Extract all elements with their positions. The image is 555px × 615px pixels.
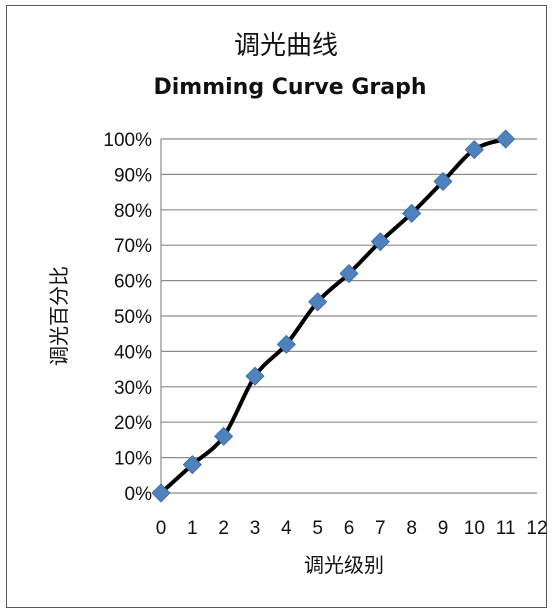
x-tick-label: 5 (312, 518, 323, 539)
data-markers (151, 129, 516, 503)
y-tick-label: 50% (114, 307, 152, 328)
y-axis-ticks: 0% 10% 20% 30% 40% 50% 60% 70% 80% 90% 100% (103, 130, 152, 505)
y-tick-label: 40% (114, 342, 152, 363)
y-tick-label: 10% (114, 449, 152, 470)
x-axis-label: 调光级别 (304, 553, 384, 577)
x-tick-label: 12 (526, 518, 547, 539)
y-tick-label: 70% (114, 236, 152, 257)
x-tick-label: 6 (344, 518, 355, 539)
data-point (308, 292, 328, 312)
x-tick-label: 10 (464, 518, 485, 539)
data-point (245, 366, 265, 386)
gridlines (161, 138, 537, 494)
chart-subtitle: Dimming Curve Graph (153, 75, 426, 100)
x-tick-label: 11 (496, 518, 516, 539)
y-tick-label: 90% (114, 165, 152, 186)
data-point (433, 171, 453, 192)
y-tick-label: 0% (125, 484, 153, 505)
x-tick-label: 9 (438, 518, 449, 539)
x-tick-label: 4 (281, 518, 292, 539)
data-point (402, 203, 422, 223)
data-point (464, 140, 484, 160)
data-point (276, 334, 296, 354)
chart-title: 调光曲线 (234, 31, 338, 61)
y-tick-label: 20% (114, 413, 152, 434)
y-axis-label: 调光百分比 (47, 266, 71, 366)
x-tick-label: 8 (406, 518, 417, 539)
data-point (151, 483, 171, 503)
data-point (370, 232, 390, 252)
x-tick-label: 0 (156, 518, 167, 539)
y-tick-label: 100% (103, 130, 152, 151)
x-tick-label: 7 (375, 518, 386, 539)
data-point (339, 263, 359, 284)
data-point (182, 455, 202, 475)
x-tick-label: 2 (218, 518, 229, 539)
data-point (214, 426, 234, 446)
x-tick-label: 3 (250, 518, 261, 539)
x-tick-label: 1 (187, 518, 198, 539)
chart-frame (6, 5, 547, 608)
data-point (496, 129, 516, 149)
y-tick-label: 80% (114, 201, 152, 222)
y-tick-label: 30% (114, 378, 152, 399)
x-axis-ticks: 0 1 2 3 4 5 6 7 8 9 10 11 12 (156, 518, 548, 539)
y-tick-label: 60% (114, 272, 152, 293)
